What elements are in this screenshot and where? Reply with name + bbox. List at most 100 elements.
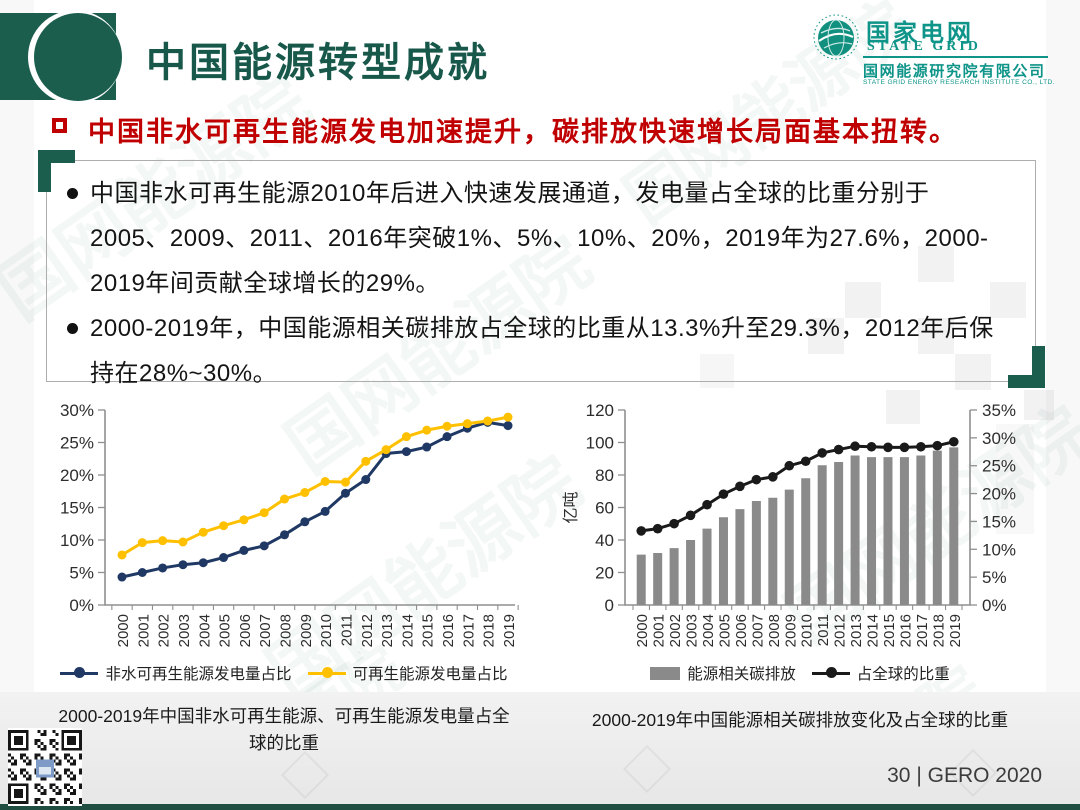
svg-text:2017: 2017 (460, 614, 477, 647)
bullet-item: 中国非水可再生能源2010年后进入快速发展通道，发电量占全球的比重分别于2005… (67, 171, 1009, 306)
qr-code (8, 728, 82, 806)
carbon-line-swatch (811, 667, 850, 678)
svg-text:2001: 2001 (135, 614, 152, 647)
institute-name-en: STATE GRID ENERGY RESEARCH INSTITUTE CO.… (863, 79, 1055, 86)
svg-text:5%: 5% (69, 564, 94, 583)
svg-text:25%: 25% (60, 434, 94, 453)
svg-text:2015: 2015 (881, 614, 898, 647)
bullet-dot-icon (67, 323, 78, 334)
svg-text:30%: 30% (60, 401, 94, 420)
svg-text:0%: 0% (69, 596, 94, 615)
svg-text:2014: 2014 (399, 614, 416, 647)
renewable-swatch (307, 667, 346, 678)
left-chart-caption: 2000-2019年中国非水可再生能源、可再生能源发电量占全球的比重 (58, 706, 510, 753)
left-chart-legend: 非水可再生能源发电量占比 可再生能源发电量占比 (45, 661, 523, 685)
legend-label: 非水可再生能源发电量占比 (105, 666, 292, 683)
svg-text:2004: 2004 (700, 614, 717, 647)
svg-text:20%: 20% (60, 466, 94, 485)
svg-text:2003: 2003 (684, 614, 701, 647)
logo-divider (863, 56, 1048, 58)
svg-text:2016: 2016 (440, 614, 457, 647)
svg-text:2000: 2000 (634, 614, 651, 647)
corner-bracket-top-left (38, 150, 75, 192)
svg-text:2011: 2011 (815, 614, 832, 646)
svg-text:2004: 2004 (196, 614, 213, 647)
headline-bullet-square (52, 118, 67, 133)
mosaic-square (918, 246, 954, 282)
bullet-item: 2000-2019年，中国能源相关碳排放占全球的比重从13.3%升至29.3%，… (67, 306, 1009, 396)
svg-text:2006: 2006 (237, 614, 254, 647)
svg-text:2005: 2005 (217, 614, 234, 647)
svg-text:2013: 2013 (848, 614, 865, 647)
svg-text:2009: 2009 (782, 614, 799, 647)
svg-text:15%: 15% (982, 512, 1016, 531)
mosaic-square (990, 282, 1026, 318)
page-title: 中国能源转型成就 (146, 41, 490, 85)
bottom-gray-band (0, 692, 1080, 804)
svg-text:2002: 2002 (156, 614, 173, 647)
headline-row: 中国非水可再生能源发电加速提升，碳排放快速增长局面基本扭转。 (52, 110, 1042, 149)
svg-text:80: 80 (595, 466, 614, 485)
nonhydro-swatch (60, 667, 99, 678)
svg-text:亿吨: 亿吨 (562, 491, 580, 523)
summary-box: 中国非水可再生能源2010年后进入快速发展通道，发电量占全球的比重分别于2005… (46, 160, 1036, 387)
svg-text:0%: 0% (982, 596, 1007, 615)
svg-text:2010: 2010 (799, 614, 816, 647)
svg-text:2005: 2005 (716, 614, 733, 647)
svg-text:2018: 2018 (481, 614, 498, 647)
legend-item-renewable: 可再生能源发电量占比 (307, 662, 508, 684)
svg-text:2003: 2003 (176, 614, 193, 647)
bullet-dot-icon (67, 188, 78, 199)
headline-text: 中国非水可再生能源发电加速提升，碳排放快速增长局面基本扭转。 (88, 117, 958, 147)
svg-text:10%: 10% (982, 540, 1016, 559)
svg-text:20: 20 (595, 564, 614, 583)
right-edge-texture (1046, 0, 1080, 810)
carbon-bar-swatch (650, 666, 681, 680)
svg-text:2008: 2008 (278, 614, 295, 647)
state-grid-name-en: STATE GRID (867, 39, 981, 54)
svg-text:30%: 30% (982, 429, 1016, 448)
svg-text:2013: 2013 (379, 614, 396, 647)
legend-label: 占全球的比重 (856, 666, 950, 683)
summary-bullets: 中国非水可再生能源2010年后进入快速发展通道，发电量占全球的比重分别于2005… (47, 161, 1035, 396)
right-chart-legend: 能源相关碳排放 占全球的比重 (560, 661, 1040, 685)
mosaic-square (955, 354, 991, 390)
bullet-text: 2000-2019年，中国能源相关碳排放占全球的比重从13.3%升至29.3%，… (90, 315, 994, 387)
svg-text:2018: 2018 (930, 614, 947, 647)
svg-text:2009: 2009 (298, 614, 315, 647)
mosaic-square (918, 318, 954, 354)
institute-name-cn: 国网能源研究院有限公司 (863, 63, 1046, 80)
svg-text:40: 40 (595, 531, 614, 550)
right-combo-chart: 0 20 40 60 80 100 120 0% 5% 10% 15% 20% 25% 30% 35% 200… (562, 401, 1016, 647)
left-line-chart: 0%5%10%15%20%25%30%2000 2001 2002 2003 2004 2… (60, 401, 519, 647)
bottom-accent-bar (0, 804, 1080, 810)
mosaic-square (845, 282, 881, 318)
svg-text:25%: 25% (982, 457, 1016, 476)
header-circle (34, 13, 122, 101)
svg-text:2010: 2010 (318, 614, 335, 647)
svg-text:2015: 2015 (420, 614, 437, 647)
state-grid-globe-icon (813, 14, 859, 60)
legend-item-carbon: 能源相关碳排放 (650, 662, 796, 684)
svg-text:120: 120 (586, 401, 614, 420)
bullet-text: 中国非水可再生能源2010年后进入快速发展通道，发电量占全球的比重分别于2005… (90, 180, 989, 297)
svg-text:2000: 2000 (115, 614, 132, 647)
svg-text:2006: 2006 (733, 614, 750, 647)
svg-text:2012: 2012 (359, 614, 376, 647)
svg-text:2019: 2019 (947, 614, 964, 647)
svg-text:60: 60 (595, 499, 614, 518)
svg-text:0: 0 (605, 596, 614, 615)
svg-text:5%: 5% (982, 568, 1007, 587)
svg-text:2011: 2011 (338, 614, 355, 646)
svg-text:20%: 20% (982, 485, 1016, 504)
mosaic-square (1024, 390, 1054, 420)
svg-text:2007: 2007 (749, 614, 766, 647)
svg-text:2014: 2014 (865, 614, 882, 647)
corner-bracket-bottom-right (1008, 346, 1045, 388)
right-chart-caption: 2000-2019年中国能源相关碳排放变化及占全球的比重 (591, 710, 1009, 730)
left-edge-texture (0, 0, 34, 810)
svg-text:100: 100 (586, 434, 614, 453)
svg-text:10%: 10% (60, 531, 94, 550)
svg-text:2017: 2017 (914, 614, 931, 647)
